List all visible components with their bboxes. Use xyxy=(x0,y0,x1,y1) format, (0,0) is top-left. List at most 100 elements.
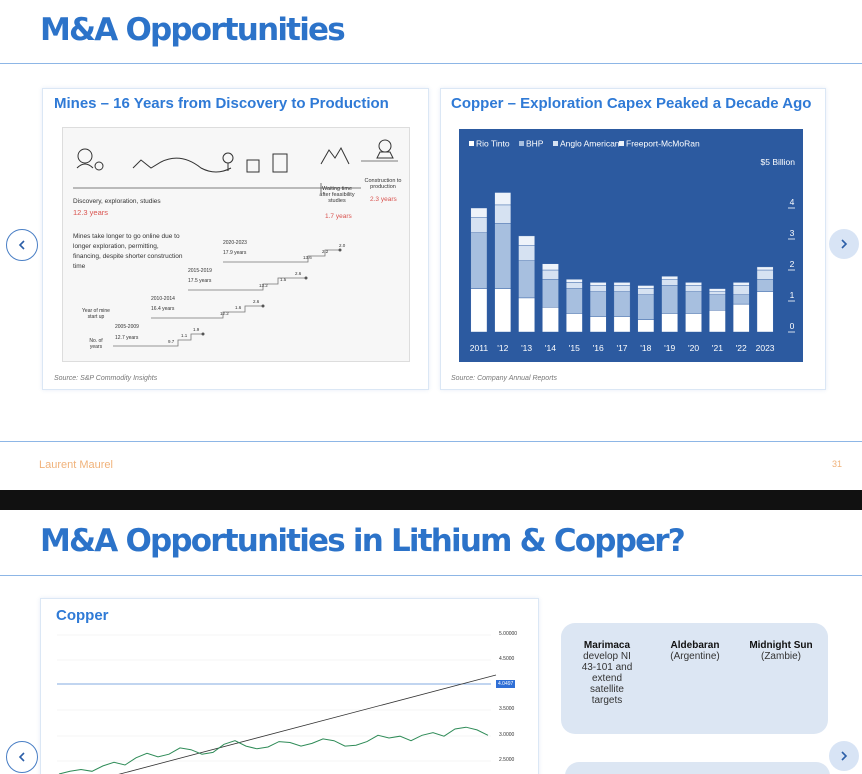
period-years: 12.7 years xyxy=(115,335,139,341)
y-tick-label: 1 xyxy=(790,290,795,300)
period-years: 16.4 years xyxy=(151,306,175,312)
discovery-years: 12.3 years xyxy=(73,208,109,217)
legend-label: Freeport-McMoRan xyxy=(626,139,700,149)
companies-card-2 xyxy=(565,762,830,774)
x-tick-label: '21 xyxy=(712,343,723,353)
bar-segment xyxy=(542,306,559,333)
page-number: 31 xyxy=(832,459,843,469)
bar-segment xyxy=(565,282,583,289)
title-divider xyxy=(0,63,862,64)
next-slide-button[interactable] xyxy=(829,229,859,259)
panel-title: Copper xyxy=(56,607,109,624)
step-value: 2.6 xyxy=(253,299,260,304)
step-value: 1.5 xyxy=(280,277,287,282)
period-years: 17.5 years xyxy=(188,278,212,284)
bar-segment xyxy=(685,285,702,292)
mines-timeline-figure: Discovery, exploration, studies 12.3 yea… xyxy=(62,127,410,362)
bar-segment xyxy=(613,282,631,286)
bar-segment xyxy=(470,217,488,234)
copper-price-chart xyxy=(57,634,497,774)
x-tick-label: '13 xyxy=(521,343,532,353)
timeline-steps xyxy=(113,248,342,347)
company-midnight-sun: Midnight Sun (Zambie) xyxy=(745,640,817,662)
bar-segment xyxy=(661,275,678,280)
bar-segment xyxy=(756,291,774,333)
period-label: 2005-2009 xyxy=(115,324,139,330)
slide-2: M&A Opportunities in Lithium & Copper? C… xyxy=(0,510,862,774)
bar-segment xyxy=(756,279,774,292)
bar-segment xyxy=(756,269,774,280)
year-label: Year of mine start up xyxy=(82,308,110,320)
construction-years: 2.3 years xyxy=(370,196,397,203)
next-slide-button[interactable] xyxy=(829,741,859,771)
step-value: 13.6 xyxy=(303,255,312,260)
price-label: 3.0000 xyxy=(499,732,515,738)
x-tick-label: '18 xyxy=(640,343,651,353)
prev-slide-button[interactable] xyxy=(6,229,38,261)
x-tick-label: '14 xyxy=(545,343,556,353)
waiting-label: Waiting time after feasibility studies xyxy=(319,186,355,204)
chevron-right-icon xyxy=(841,751,848,761)
current-price-badge: 4.0497 xyxy=(496,680,516,688)
legend-label: Rio Tinto xyxy=(476,139,510,149)
bar-segment xyxy=(565,279,583,283)
discovery-label: Discovery, exploration, studies xyxy=(73,198,161,205)
bar-segment xyxy=(589,316,607,333)
x-tick-label: '20 xyxy=(688,343,699,353)
company-name: Midnight Sun xyxy=(749,640,813,651)
period-label: 2015-2019 xyxy=(188,268,212,274)
bar-segment xyxy=(613,316,631,333)
copper-price-panel: Copper 5.00000 4.5000 4.0497 3.5000 3.00… xyxy=(40,598,539,774)
x-tick-label: '15 xyxy=(569,343,580,353)
bar-segment xyxy=(709,310,726,333)
bar-segment xyxy=(637,288,655,296)
bar-segment xyxy=(709,294,726,311)
price-label: 5.00000 xyxy=(499,631,518,637)
bar-segment xyxy=(494,223,512,289)
x-tick-label: '16 xyxy=(593,343,604,353)
step-value: 1.6 xyxy=(235,305,242,310)
mines-timeline-graphic xyxy=(73,139,398,193)
bar-segment xyxy=(685,291,702,314)
bar-segment xyxy=(637,319,655,333)
bar-segment xyxy=(470,207,488,218)
years-count-label: No. of years xyxy=(89,338,103,350)
copper-capex-panel: Copper – Exploration Capex Peaked a Deca… xyxy=(440,88,826,390)
bar-segment xyxy=(470,288,488,333)
legend-swatch xyxy=(619,141,624,146)
bar-segment xyxy=(470,232,488,289)
legend-swatch xyxy=(553,141,558,146)
bar-segment xyxy=(732,303,750,333)
bar-segment xyxy=(589,282,607,286)
bar-segment xyxy=(494,192,512,206)
bar-segment xyxy=(589,291,607,317)
bar-segment xyxy=(685,282,702,286)
capex-bar-chart: Rio Tinto BHP Anglo American Freeport-McMoR… xyxy=(459,129,803,362)
legend-label: Anglo American xyxy=(560,139,620,149)
step-value: 12.2 xyxy=(220,311,229,316)
company-aldebaran: Aldebaran (Argentine) xyxy=(661,640,729,662)
legend-label: BHP xyxy=(526,139,544,149)
y-tick-label: 3 xyxy=(790,228,795,238)
company-name: Aldebaran xyxy=(670,640,720,651)
prev-slide-button[interactable] xyxy=(6,741,38,773)
bar-segment xyxy=(732,282,750,286)
bar-segment xyxy=(685,313,702,333)
period-years: 17.9 years xyxy=(223,250,247,256)
company-detail: develop NI 43-101 and extend satellite t… xyxy=(581,651,633,706)
x-tick-label: '22 xyxy=(736,343,747,353)
bar-segment xyxy=(732,294,750,305)
bar-segment xyxy=(518,260,535,299)
step-value: 9.7 xyxy=(168,339,175,344)
slide-1: M&A Opportunities Mines – 16 Years from … xyxy=(0,12,862,471)
timeline-note: Mines take longer to go online due to lo… xyxy=(73,233,183,270)
step-value: 2.0 xyxy=(339,243,346,248)
period-label: 2020-2023 xyxy=(223,240,247,246)
period-label: 2010-2014 xyxy=(151,296,175,302)
y-tick-label: 4 xyxy=(790,197,795,207)
bar-segment xyxy=(565,288,583,314)
slide-title: M&A Opportunities in Lithium & Copper? xyxy=(40,523,686,559)
bar-segment xyxy=(494,288,512,333)
bar-segment xyxy=(565,313,583,333)
bar-segment xyxy=(661,285,678,314)
